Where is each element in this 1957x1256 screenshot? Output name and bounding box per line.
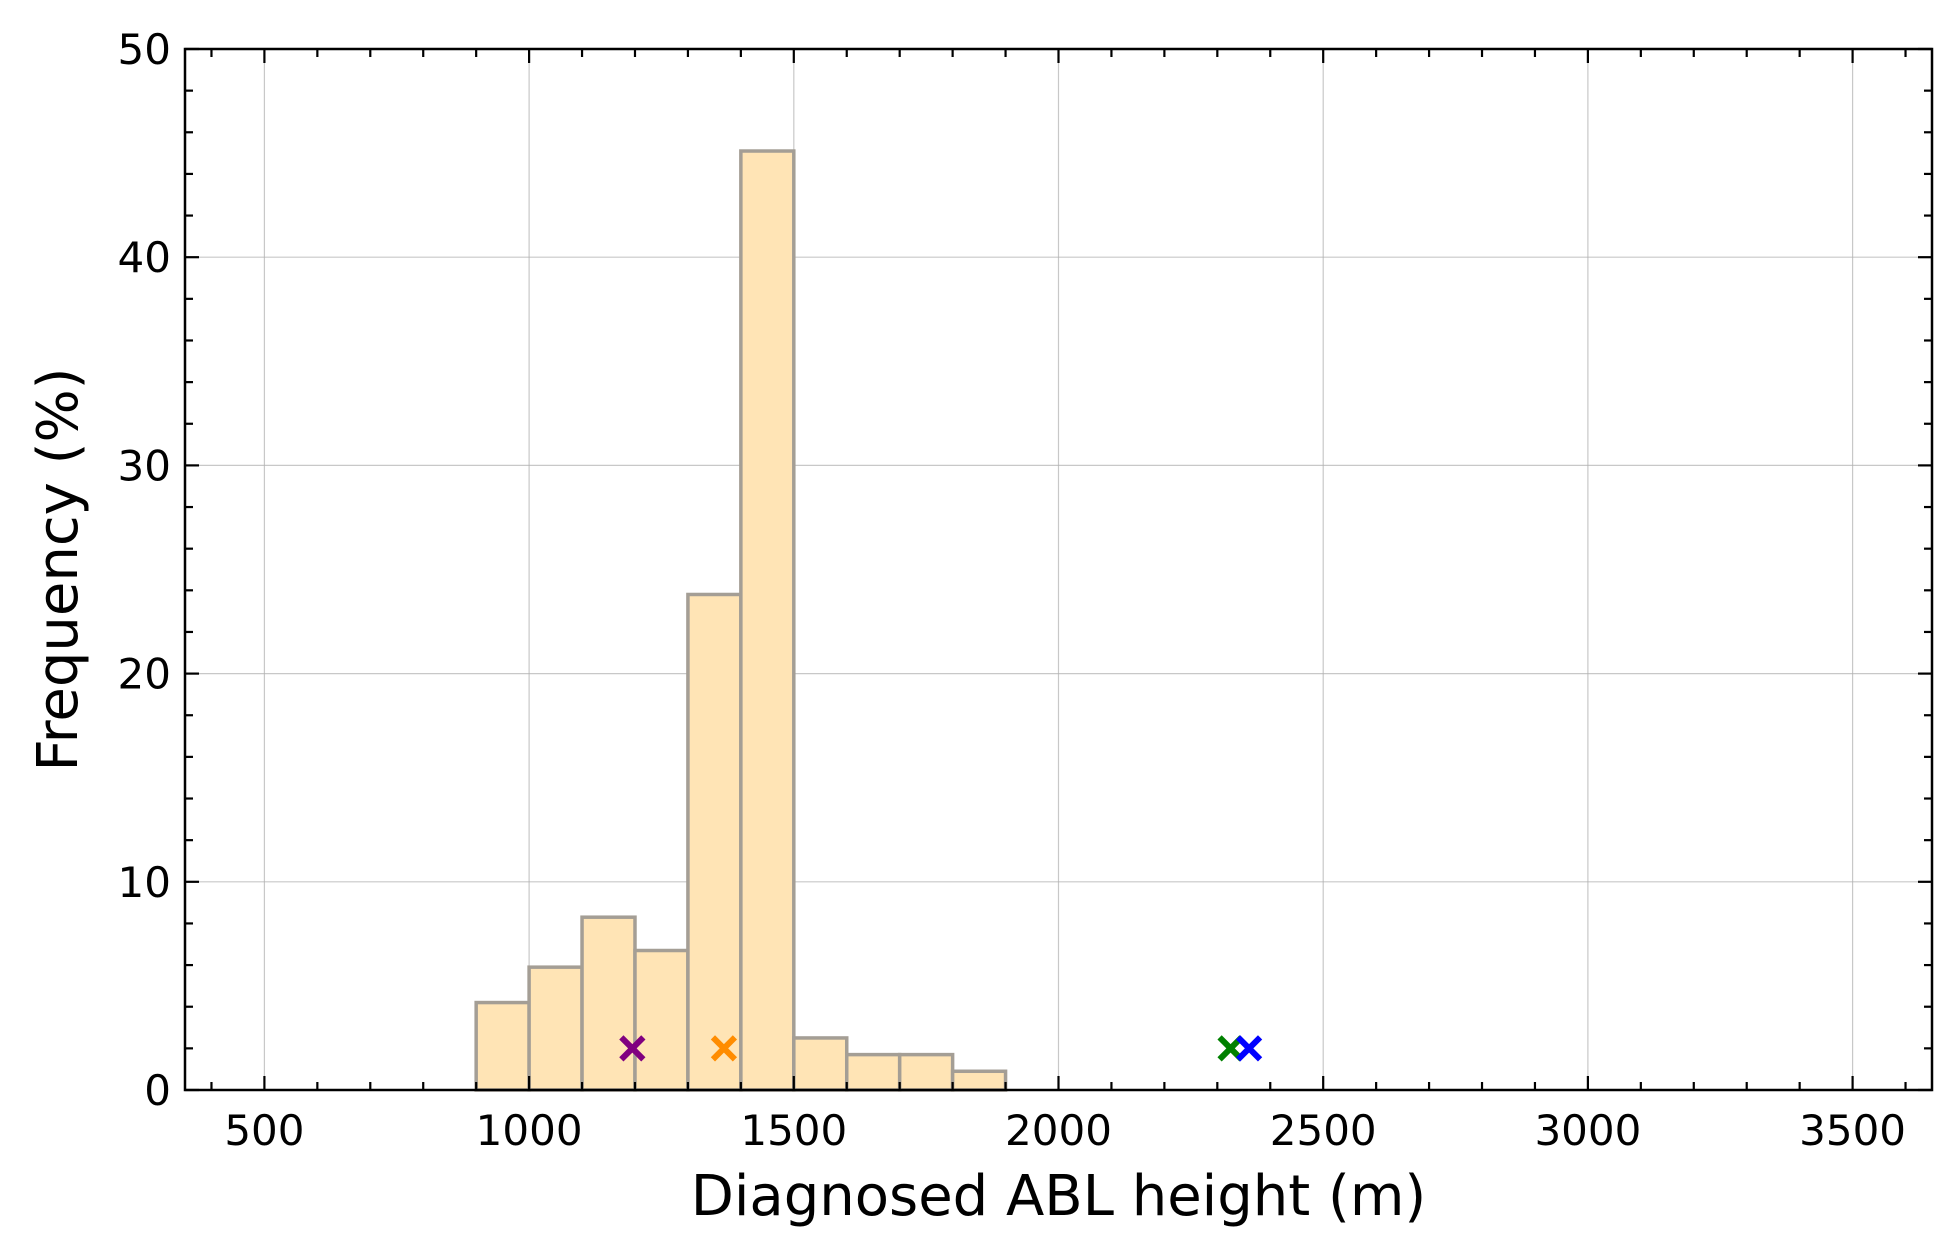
histogram-bar [633,948,690,1092]
histogram-bar [527,965,584,1092]
tick-labels: 500 1000 1500 2000 2500 3000 3500 0 10 20 30 40 50 [118,25,1906,1155]
x-tick-label: 500 [224,1106,304,1155]
x-tick-label: 1000 [476,1106,583,1155]
x-marker [619,1035,646,1062]
x-tick-label: 3000 [1534,1106,1641,1155]
x-marker-stroke [710,1035,738,1062]
histogram-bars [474,149,1008,1092]
axis-ticks [185,47,1932,1092]
y-tick-label: 0 [144,1066,171,1115]
histogram-bar [739,149,796,1092]
histogram-bar [686,592,743,1092]
x-axis-label: Diagnosed ABL height (m) [691,1164,1427,1229]
x-marker-stroke [1235,1035,1263,1062]
y-tick-label: 40 [118,233,171,282]
histogram-bar [580,915,637,1092]
y-tick-label: 50 [118,25,171,74]
y-axis-label: Frequency (%) [26,367,91,771]
histogram-bar [474,1000,531,1092]
histogram-bar [950,1069,1008,1092]
x-tick-label: 2500 [1270,1106,1377,1155]
x-marker [710,1035,738,1062]
y-tick-label: 10 [118,858,171,907]
y-tick-label: 20 [118,650,171,699]
x-marker-stroke [619,1035,646,1062]
x-tick-label: 1500 [740,1106,847,1155]
histogram-bar [792,1036,849,1092]
x-marker [1235,1035,1263,1062]
histogram-bar [897,1052,955,1092]
x-tick-label: 2000 [1005,1106,1112,1155]
x-tick-label: 3500 [1799,1106,1906,1155]
marker-points [619,1035,1263,1062]
y-tick-label: 30 [118,441,171,490]
histogram-bar [844,1052,902,1092]
grid-lines [185,48,1932,1091]
